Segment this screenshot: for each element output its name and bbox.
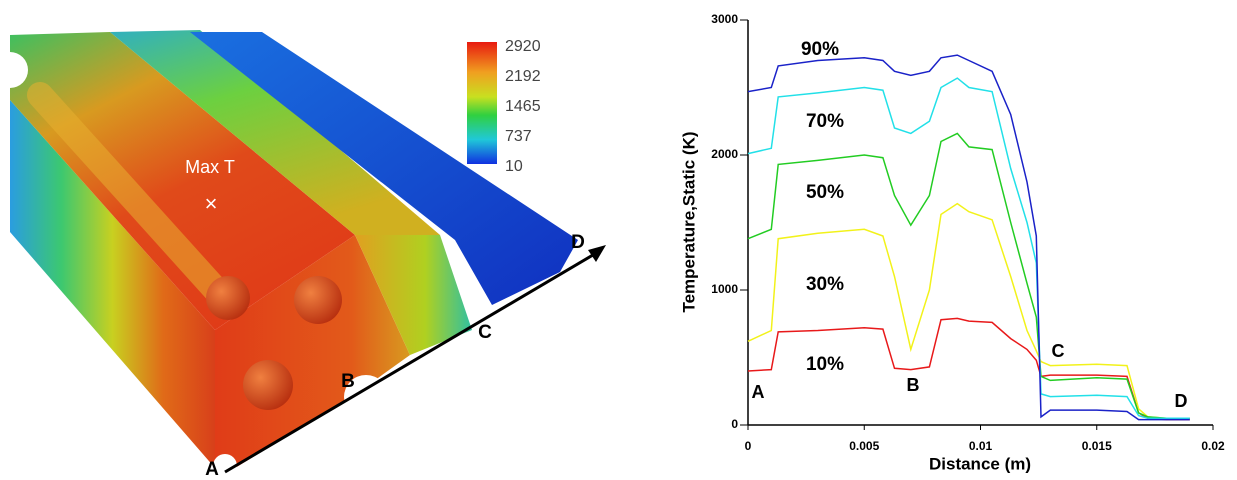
x-tick-label: 0.01 [969,439,993,453]
series-label: 30% [806,274,844,295]
point-annotation: D [1175,391,1188,411]
hole [243,360,293,410]
colorbar-label: 737 [505,128,532,145]
point-label: B [341,371,355,392]
top-face [10,32,355,330]
x-tick-label: 0 [745,439,752,453]
notch [213,454,237,478]
y-axis-label: Temperature,Static (K) [679,131,698,312]
y-tick-label: 0 [731,417,738,431]
max-label: Max T [185,157,235,177]
y-tick-label: 3000 [711,12,738,26]
hole [294,276,342,324]
mid-strip [110,30,440,235]
x-axis-label: Distance (m) [929,454,1031,473]
front-face [215,235,410,468]
point-annotation: B [907,375,920,395]
point-label: C [478,322,492,343]
arrow-head [588,245,606,262]
tube [27,82,238,313]
series-line [747,132,1190,420]
series-line [747,54,1190,421]
hole [206,276,250,320]
series-line [747,202,1190,420]
point-annotation: A [752,382,765,402]
path-line [224,250,599,474]
notch [0,52,28,88]
notch [344,375,388,419]
point-annotation: C [1052,341,1065,361]
point-label: D [571,232,585,253]
colorbar-label: 10 [505,158,523,175]
y-tick-label: 2000 [711,147,738,161]
series-label: 70% [806,111,844,132]
point-label: A [205,459,219,480]
x-tick-label: 0.02 [1201,439,1225,453]
series-line [747,77,1190,420]
x-tick-label: 0.005 [849,439,879,453]
colorbar-label: 2920 [505,38,541,55]
colorbar [467,42,497,164]
right-block [190,32,578,305]
colorbar-label: 2192 [505,68,541,85]
colorbar-label: 1465 [505,98,541,115]
y-tick-label: 1000 [711,282,738,296]
max-marker: × [205,191,218,216]
series-label: 50% [806,182,844,203]
curved-face [355,235,472,355]
x-tick-label: 0.015 [1082,439,1112,453]
series-label: 10% [806,354,844,375]
series-label: 90% [801,39,839,60]
side-face [10,100,215,468]
